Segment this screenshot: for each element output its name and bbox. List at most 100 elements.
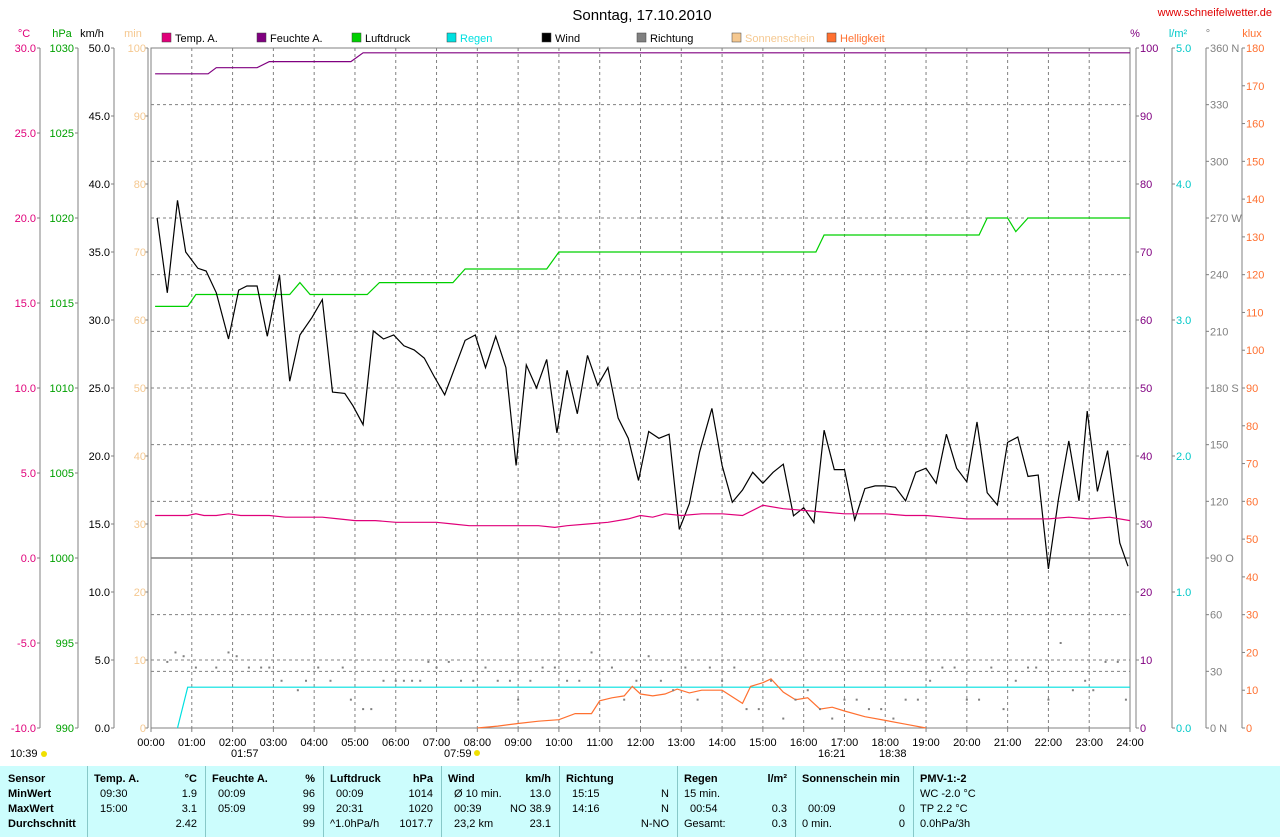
stats-unit: % — [305, 773, 315, 785]
direction-point — [166, 660, 169, 663]
stats-time: ^1.0hPa/h — [330, 818, 380, 830]
direction-point — [349, 698, 352, 701]
direction-point — [1014, 679, 1017, 682]
humidity-tick-label: 80 — [1140, 179, 1152, 191]
stats-value: 3.1 — [181, 803, 197, 815]
direction-point — [647, 655, 650, 658]
direction-point — [598, 679, 601, 682]
website-link[interactable]: www.schneifelwetter.de — [1157, 7, 1272, 19]
series-feuchte-a- — [155, 52, 1130, 75]
direction-point — [916, 698, 919, 701]
x-tick-label: 15:00 — [749, 737, 777, 749]
direction-tick-label: 300 — [1210, 156, 1228, 168]
stats-time: 00:09 — [218, 788, 246, 800]
temp-tick-label: 5.0 — [21, 468, 36, 480]
direction-point — [329, 679, 332, 682]
direction-point — [370, 708, 373, 711]
legend-label: Wind — [555, 33, 580, 45]
sunshine-tick-label: 30 — [134, 519, 146, 531]
wind-tick-label: 5.0 — [95, 655, 110, 667]
temp-tick-label: 15.0 — [15, 298, 36, 310]
series-luftdruck — [155, 217, 1130, 307]
stats-unit: l/m² — [767, 773, 787, 785]
rain-unit-label: l/m² — [1169, 28, 1188, 40]
legend-label: Temp. A. — [175, 33, 218, 45]
stats-time: 14:16 — [572, 803, 600, 815]
wind-tick-label: 45.0 — [89, 111, 110, 123]
stats-col-sunshine: Sonnenschein min 00:09 0 0 min. 0 — [796, 766, 914, 837]
sunshine-unit-label: min — [124, 28, 142, 40]
x-tick-label: 21:00 — [994, 737, 1022, 749]
humidity-tick-label: 50 — [1140, 383, 1152, 395]
legend-label: Richtung — [650, 33, 693, 45]
direction-point — [260, 666, 263, 669]
stats-unit: hPa — [412, 773, 433, 785]
humidity-tick-label: 70 — [1140, 247, 1152, 259]
direction-point — [892, 717, 895, 720]
pressure-tick-label: 1010 — [50, 383, 74, 395]
stats-col-wind: Wind km/h Ø 10 min. 13.0 00:39 NO 38.9 2… — [442, 766, 560, 837]
direction-point — [529, 679, 532, 682]
stats-value: N-NO — [640, 818, 669, 830]
stats-time: 00:39 — [454, 803, 482, 815]
direction-point — [635, 679, 638, 682]
x-tick-label: 17:00 — [831, 737, 859, 749]
stats-header: Richtung — [566, 773, 614, 785]
temp-tick-label: 25.0 — [15, 128, 36, 140]
legend-label: Feuchte A. — [270, 33, 323, 45]
series-temp-a- — [155, 504, 1131, 529]
direction-point — [978, 698, 981, 701]
stats-col-pressure: Luftdruck hPa 00:09 1014 20:31 1020 ^1.0… — [324, 766, 442, 837]
direction-tick-label: 0 N — [1210, 723, 1227, 735]
sunshine-tick-label: 10 — [134, 655, 146, 667]
sun-icon — [41, 751, 47, 757]
brightness-tick-label: 20 — [1246, 647, 1258, 659]
stats-value: 0.3 — [771, 803, 787, 815]
direction-point — [880, 708, 883, 711]
direction-point — [541, 666, 544, 669]
brightness-tick-label: 40 — [1246, 572, 1258, 584]
brightness-tick-label: 70 — [1246, 459, 1258, 471]
direction-point — [1084, 679, 1087, 682]
humidity-tick-label: 60 — [1140, 315, 1152, 327]
direction-point — [566, 679, 569, 682]
brightness-tick-label: 90 — [1246, 383, 1258, 395]
wind-tick-label: 0.0 — [95, 723, 110, 735]
wind-unit-label: km/h — [80, 28, 104, 40]
direction-point — [341, 666, 344, 669]
wind-tick-label: 20.0 — [89, 451, 110, 463]
rain-tick-label: 5.0 — [1176, 43, 1191, 55]
weather-chart: 30.025.020.015.010.05.00.0-5.0-10.010301… — [10, 7, 1272, 760]
direction-point — [770, 679, 773, 682]
x-tick-label: 14:00 — [708, 737, 736, 749]
direction-point — [496, 679, 499, 682]
legend-swatch — [826, 32, 837, 43]
wind-tick-label: 15.0 — [89, 519, 110, 531]
direction-point — [867, 708, 870, 711]
stats-time: 23,2 km — [454, 818, 494, 830]
stats-header: Luftdruck — [330, 773, 381, 785]
stats-header: Sonnenschein min — [802, 773, 900, 785]
brightness-tick-label: 140 — [1246, 194, 1264, 206]
stats-value: TP 2.2 °C — [920, 803, 968, 815]
stats-col-rain: Regen l/m² 15 min. 00:54 0.3 Gesamt: 0.3 — [678, 766, 796, 837]
legend-item: Feuchte A. — [256, 32, 323, 45]
brightness-tick-label: 30 — [1246, 610, 1258, 622]
legend-label: Luftdruck — [365, 33, 411, 45]
direction-point — [708, 666, 711, 669]
direction-point — [855, 698, 858, 701]
pressure-tick-label: 1000 — [50, 553, 74, 565]
stats-value: 1014 — [408, 788, 433, 800]
direction-point — [215, 666, 218, 669]
direction-point — [247, 666, 250, 669]
brightness-tick-label: 180 — [1246, 43, 1264, 55]
x-tick-label: 05:00 — [341, 737, 369, 749]
stats-header: Regen — [684, 773, 718, 785]
brightness-tick-label: 170 — [1246, 81, 1264, 93]
direction-point — [1092, 689, 1095, 692]
stats-value: 0 — [898, 803, 905, 815]
rain-tick-label: 0.0 — [1176, 723, 1191, 735]
stats-value: 96 — [302, 788, 315, 800]
stats-row-label: MaxWert — [8, 803, 54, 815]
direction-point — [305, 679, 308, 682]
